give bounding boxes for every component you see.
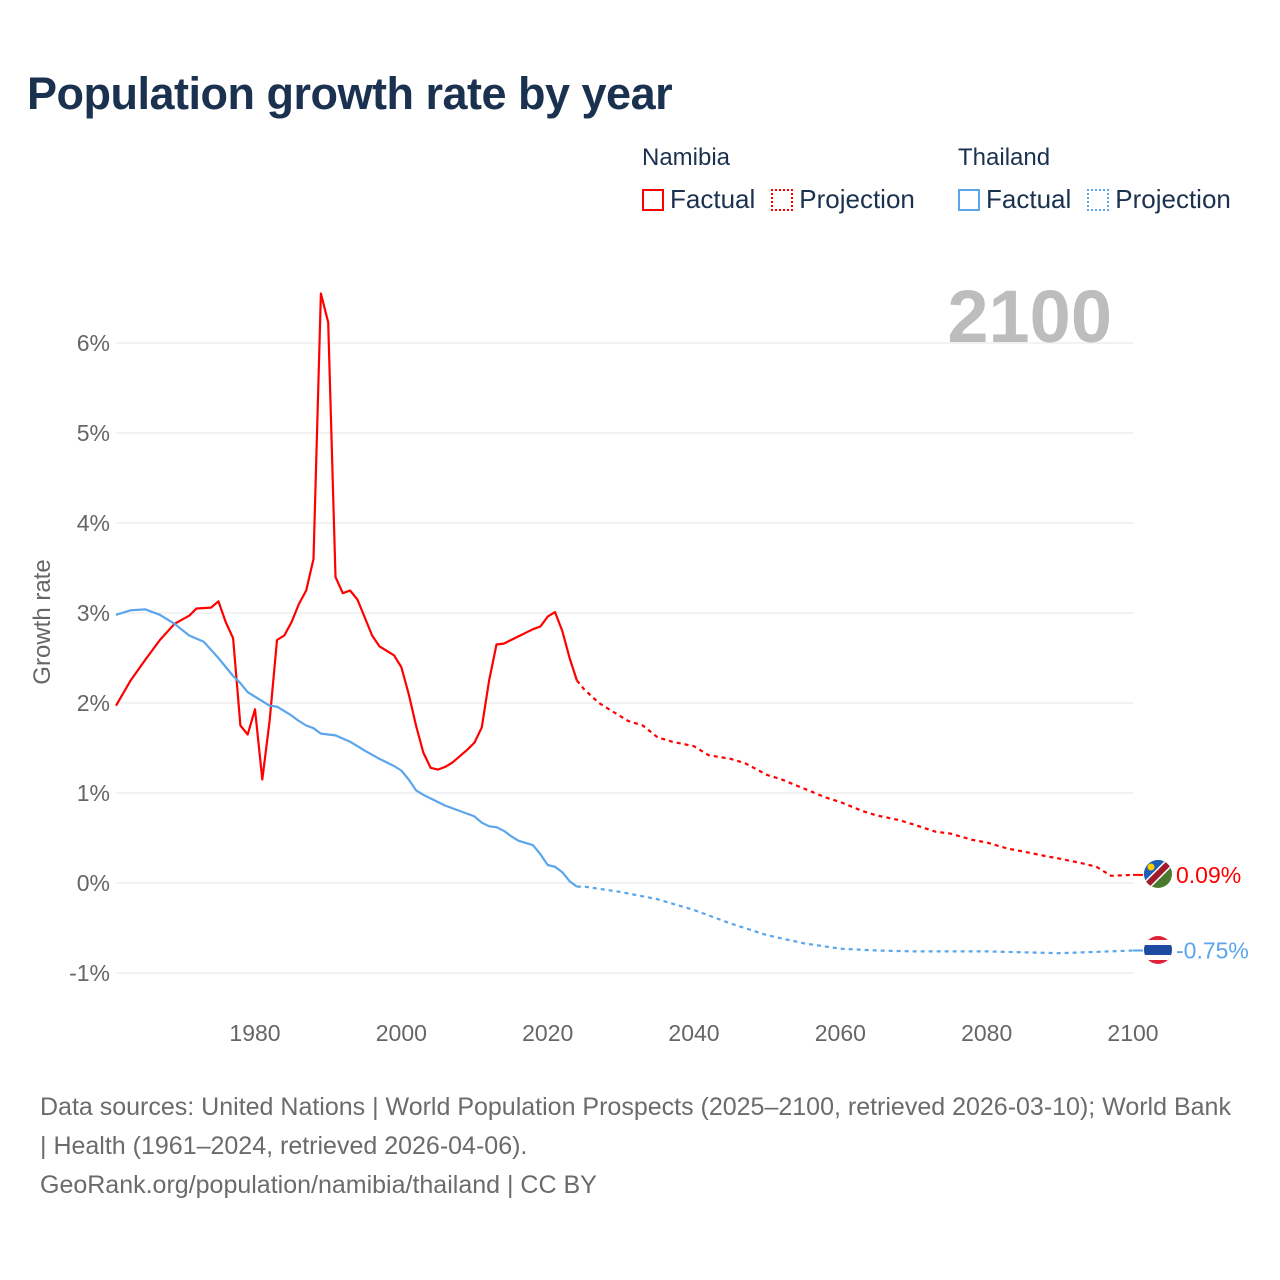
chart-title: Population growth rate by year xyxy=(27,68,673,119)
y-tick-label: -1% xyxy=(69,960,110,986)
series-line-thailand-factual xyxy=(115,608,578,888)
x-tick-label: 1980 xyxy=(229,1020,280,1046)
dotted-swatch-icon xyxy=(771,188,794,211)
y-tick-label: 2% xyxy=(77,690,110,716)
solid-swatch-icon xyxy=(958,188,980,211)
x-tick-label: 2040 xyxy=(668,1020,719,1046)
y-tick-label: 0% xyxy=(77,870,110,896)
x-tick-label: 2020 xyxy=(522,1020,573,1046)
x-tick-label: 2080 xyxy=(961,1020,1012,1046)
legend-item-namibia-factual[interactable]: Factual xyxy=(642,184,755,215)
legend-item-thailand-projection[interactable]: Projection xyxy=(1087,184,1231,215)
solid-swatch-icon xyxy=(642,188,664,211)
x-tick-label: 2100 xyxy=(1107,1020,1158,1046)
y-tick-label: 3% xyxy=(77,600,110,626)
legend-label: Projection xyxy=(799,184,915,214)
legend-label: Factual xyxy=(986,184,1072,214)
y-tick-label: 1% xyxy=(77,780,110,806)
legend-item-namibia-projection[interactable]: Projection xyxy=(771,184,915,215)
legend-label: Projection xyxy=(1115,184,1231,214)
legend-item-thailand-factual[interactable]: Factual xyxy=(958,184,1071,215)
series-line-thailand-projection xyxy=(576,885,1134,955)
x-tick-label: 2060 xyxy=(815,1020,866,1046)
legend-country: Thailand xyxy=(958,144,1051,171)
series-line-namibia-projection xyxy=(576,679,1134,877)
end-value-label-thailand: -0.75% xyxy=(1176,938,1249,964)
legend-label: Factual xyxy=(670,184,756,214)
legend-thailand: Thailand Factual Projection xyxy=(958,144,1231,215)
y-tick-label: 4% xyxy=(77,510,110,536)
y-tick-label: 5% xyxy=(77,420,110,446)
data-sources: Data sources: United Nations | World Pop… xyxy=(40,1093,1231,1160)
legend-namibia: Namibia Factual Projection xyxy=(642,144,915,215)
y-tick-label: 6% xyxy=(77,330,110,356)
chart-plot: 2100 -1% 0% 1% 2% 3% 4% 5% 6% 1980 2000 2020 2040 20… xyxy=(29,275,1249,1046)
credit-link[interactable]: GeoRank.org/population/namibia/thailand … xyxy=(40,1171,597,1199)
series-line-namibia-factual xyxy=(115,292,578,781)
x-tick-label: 2000 xyxy=(376,1020,427,1046)
y-axis-label: Growth rate xyxy=(29,559,56,684)
year-watermark: 2100 xyxy=(947,275,1112,358)
end-value-label-namibia: 0.09% xyxy=(1176,862,1241,888)
footer: Data sources: United Nations | World Pop… xyxy=(40,1088,1240,1205)
dotted-swatch-icon xyxy=(1087,188,1110,211)
namibia-flag-icon xyxy=(1144,860,1172,888)
legend-country: Namibia xyxy=(642,144,731,171)
thailand-flag-icon xyxy=(1144,936,1172,964)
